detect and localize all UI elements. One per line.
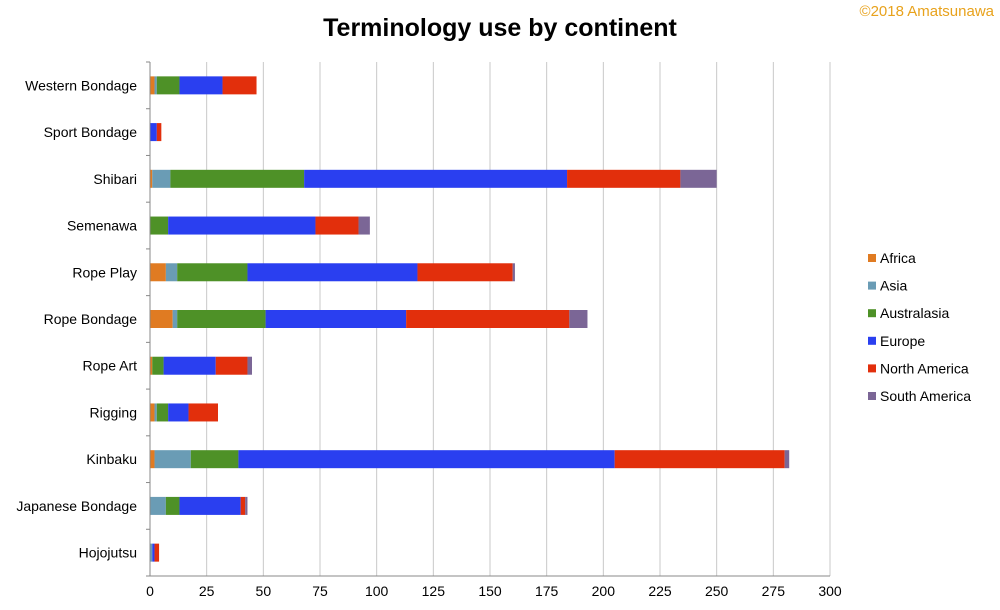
bar-segment-europe: [179, 496, 241, 515]
bar-segment-north-america: [240, 496, 246, 515]
category-label: Rope Bondage: [44, 311, 138, 327]
bar-segment-north-america: [156, 123, 162, 142]
legend-label: North America: [880, 360, 969, 376]
bar-segment-africa: [150, 356, 153, 375]
x-tick-label: 125: [422, 583, 446, 599]
bar-segment-asia: [172, 310, 178, 328]
bar-segment-australasia: [150, 216, 169, 235]
bar-segment-south-america: [512, 263, 515, 282]
bar-segment-north-america: [222, 76, 257, 95]
x-tick-label: 175: [535, 583, 559, 599]
bar-segment-australasia: [152, 356, 164, 375]
x-tick-label: 50: [256, 583, 272, 599]
x-tick-label: 200: [592, 583, 616, 599]
bar-segment-africa: [150, 263, 166, 282]
bar-segment-asia: [154, 403, 157, 422]
bar-segment-south-america: [247, 356, 252, 375]
legend-label: Africa: [880, 250, 916, 266]
legend-label: Australasia: [880, 305, 949, 321]
category-label: Sport Bondage: [44, 124, 138, 140]
x-tick-label: 0: [146, 583, 154, 599]
bar-segment-australasia: [156, 403, 169, 422]
bar-segment-asia: [150, 496, 166, 515]
bar-segment-north-america: [154, 543, 160, 562]
x-tick-label: 250: [705, 583, 729, 599]
x-tick-label: 275: [762, 583, 786, 599]
bar-segment-south-america: [358, 216, 370, 235]
bar-segment-europe: [168, 403, 189, 422]
legend-label: Asia: [880, 278, 907, 294]
x-tick-label: 225: [648, 583, 672, 599]
x-tick-label: 100: [365, 583, 389, 599]
legend-swatch: [868, 336, 876, 345]
bar-segment-africa: [150, 403, 155, 422]
bar-segment-europe: [163, 356, 216, 375]
category-label: Kinbaku: [86, 451, 137, 467]
bar-segment-europe: [265, 310, 407, 328]
category-label: Rope Play: [72, 264, 137, 280]
bar-segment-europe: [304, 169, 568, 188]
category-label: Semenawa: [67, 218, 137, 234]
bar-segment-australasia: [177, 310, 266, 328]
bar-segment-south-america: [245, 496, 248, 515]
bar-segment-asia: [154, 76, 157, 95]
legend: Africa Asia Australasia Europe North America…: [868, 250, 971, 404]
bar-segment-asia: [165, 263, 178, 282]
bar-segment-asia: [154, 450, 191, 469]
legend-swatch: [868, 254, 876, 262]
bar-segment-europe: [150, 123, 157, 142]
category-label: Western Bondage: [25, 77, 137, 93]
bar-segment-south-america: [784, 450, 790, 469]
legend-swatch: [868, 392, 876, 400]
bar-segment-australasia: [156, 76, 180, 95]
bar-segment-asia: [152, 169, 171, 188]
bar-segment-north-america: [215, 356, 248, 375]
bar-segment-north-america: [188, 403, 218, 422]
legend-swatch: [868, 281, 876, 290]
bar-segment-asia: [150, 543, 153, 562]
category-label: Rope Art: [83, 358, 138, 374]
axis-layer: 0 25 50 75 100 125 150 175 200 225 250 275 300: [146, 61, 842, 599]
bar-segment-south-america: [680, 169, 717, 188]
category-label: Rigging: [90, 404, 137, 420]
legend-swatch: [868, 364, 876, 373]
legend-label: Europe: [880, 333, 925, 349]
bar-segment-australasia: [165, 496, 180, 515]
bars-layer: [150, 76, 790, 562]
bar-segment-australasia: [177, 263, 248, 282]
bar-segment-north-america: [567, 169, 681, 188]
bar-segment-europe: [179, 76, 223, 95]
bar-segment-north-america: [315, 216, 359, 235]
x-tick-label: 75: [312, 583, 328, 599]
copyright-text: ©2018 Amatsunawa: [860, 3, 995, 20]
legend-swatch: [868, 309, 876, 318]
bar-segment-australasia: [190, 450, 239, 469]
bar-segment-africa: [150, 169, 153, 188]
bar-segment-europe: [238, 450, 615, 469]
bar-segment-europe: [247, 263, 418, 282]
category-label: Hojojutsu: [79, 545, 137, 561]
chart-title: Terminology use by continent: [323, 14, 677, 42]
bar-segment-europe: [168, 216, 316, 235]
x-tick-label: 25: [199, 583, 215, 599]
x-tick-label: 300: [818, 583, 842, 599]
category-label: Shibari: [93, 171, 137, 187]
bar-segment-africa: [150, 76, 155, 95]
x-tick-label: 150: [478, 583, 502, 599]
bar-segment-africa: [150, 310, 173, 328]
bar-segment-north-america: [614, 450, 785, 469]
legend-label: South America: [880, 388, 971, 404]
category-labels: Western Bondage Sport Bondage Shibari Semen…: [16, 77, 137, 560]
bar-segment-africa: [150, 450, 155, 469]
bar-segment-north-america: [417, 263, 513, 282]
bar-segment-north-america: [406, 310, 570, 328]
bar-segment-australasia: [170, 169, 305, 188]
category-label: Japanese Bondage: [16, 498, 137, 514]
bar-segment-europe: [152, 543, 155, 562]
bar-segment-south-america: [569, 310, 588, 328]
